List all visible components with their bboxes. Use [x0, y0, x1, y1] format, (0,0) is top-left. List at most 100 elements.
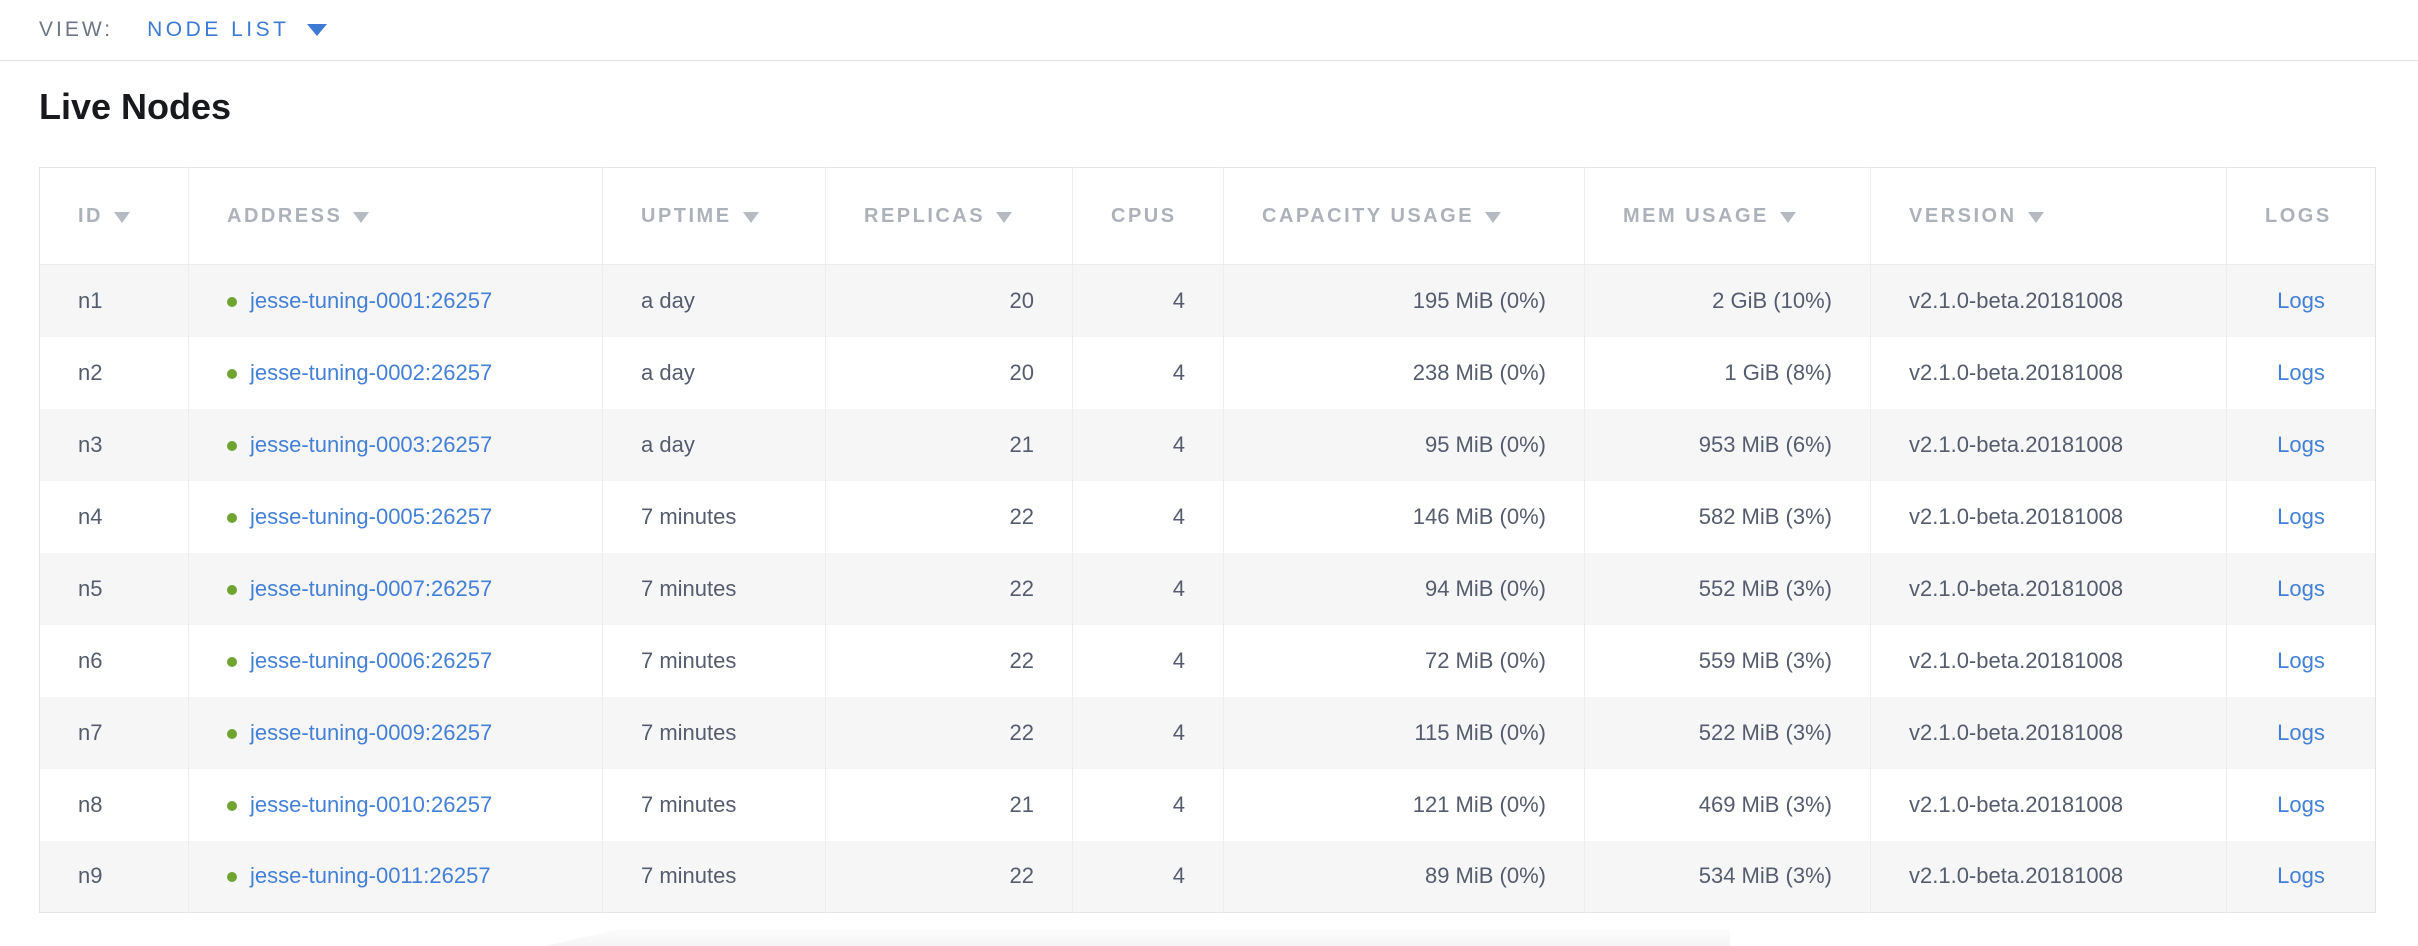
- node-logs-link[interactable]: Logs: [2277, 863, 2325, 889]
- node-uptime-cell: 7 minutes: [602, 768, 826, 841]
- node-id-cell: n7: [78, 719, 103, 745]
- live-nodes-table: ID ADDRESS UPTIME REPLICAS CPUS CAPACITY…: [39, 167, 2376, 913]
- node-address-cell: jesse-tuning-0003:26257: [188, 408, 603, 481]
- table-header-row: ID ADDRESS UPTIME REPLICAS CPUS CAPACITY…: [39, 167, 2376, 265]
- node-row: n4 jesse-tuning-0005:26257 7 minutes 22 …: [40, 480, 2376, 553]
- node-logs-link[interactable]: Logs: [2277, 287, 2325, 313]
- node-id-cell: n6: [78, 647, 103, 673]
- node-address-link[interactable]: jesse-tuning-0005:26257: [250, 503, 493, 529]
- node-row: n8 jesse-tuning-0010:26257 7 minutes 21 …: [40, 768, 2376, 841]
- node-mem-cell: 953 MiB (6%): [1584, 408, 1871, 481]
- view-selector-dropdown[interactable]: NODE LIST: [147, 18, 328, 42]
- node-cpus-cell: 4: [1072, 768, 1224, 841]
- node-id-cell: n2: [78, 359, 103, 385]
- node-id-cell: n1: [78, 287, 103, 313]
- node-uptime-cell: 7 minutes: [602, 480, 826, 553]
- node-address-link[interactable]: jesse-tuning-0002:26257: [250, 359, 493, 385]
- node-row: n9 jesse-tuning-0011:26257 7 minutes 22 …: [39, 840, 2376, 913]
- node-mem-cell: 2 GiB (10%): [1584, 264, 1871, 337]
- node-address-cell: jesse-tuning-0007:26257: [188, 552, 603, 625]
- node-logs-link[interactable]: Logs: [2277, 431, 2325, 457]
- column-header-version[interactable]: VERSION: [1870, 167, 2227, 265]
- column-header-label: ID: [78, 204, 103, 227]
- node-logs-link[interactable]: Logs: [2277, 791, 2325, 817]
- column-header-id[interactable]: ID: [39, 167, 189, 265]
- node-address-link[interactable]: jesse-tuning-0001:26257: [250, 287, 493, 313]
- node-address-link[interactable]: jesse-tuning-0009:26257: [250, 719, 493, 745]
- node-uptime-cell: 7 minutes: [602, 552, 826, 625]
- node-logs-cell: Logs: [2226, 264, 2376, 337]
- node-uptime-cell: a day: [602, 336, 826, 409]
- node-logs-cell: Logs: [2226, 408, 2376, 481]
- column-header-uptime[interactable]: UPTIME: [602, 167, 826, 265]
- node-uptime-cell: 7 minutes: [602, 696, 826, 769]
- node-cpus-cell: 4: [1072, 840, 1224, 913]
- node-cpus-cell: 4: [1072, 624, 1224, 697]
- node-address-cell: jesse-tuning-0005:26257: [188, 480, 603, 553]
- sort-desc-icon: [353, 211, 370, 223]
- node-replicas-cell: 20: [825, 336, 1073, 409]
- node-logs-cell: Logs: [2226, 768, 2376, 841]
- node-cpus-cell: 4: [1072, 696, 1224, 769]
- column-header-address[interactable]: ADDRESS: [188, 167, 603, 265]
- node-mem-cell: 582 MiB (3%): [1584, 480, 1871, 553]
- column-header-mem_usage[interactable]: MEM USAGE: [1584, 167, 1871, 265]
- node-replicas-cell: 22: [825, 624, 1073, 697]
- sort-desc-icon: [2027, 211, 2044, 223]
- node-row: n7 jesse-tuning-0009:26257 7 minutes 22 …: [39, 696, 2376, 769]
- live-status-icon: [227, 872, 237, 883]
- node-address-link[interactable]: jesse-tuning-0003:26257: [250, 431, 493, 457]
- node-version-cell: v2.1.0-beta.20181008: [1870, 768, 2227, 841]
- node-capacity-cell: 95 MiB (0%): [1223, 408, 1585, 481]
- node-address-link[interactable]: jesse-tuning-0011:26257: [250, 863, 491, 889]
- node-logs-link[interactable]: Logs: [2277, 359, 2325, 385]
- page-title: Live Nodes: [39, 86, 232, 127]
- column-header-label: CPUS: [1111, 204, 1177, 227]
- next-section-shadow: [545, 929, 1730, 946]
- column-header-label: CAPACITY USAGE: [1262, 204, 1475, 227]
- node-uptime-cell: a day: [602, 264, 826, 337]
- node-mem-cell: 1 GiB (8%): [1584, 336, 1871, 409]
- node-mem-cell: 469 MiB (3%): [1584, 768, 1871, 841]
- node-cpus-cell: 4: [1072, 264, 1224, 337]
- column-header-label: REPLICAS: [864, 204, 986, 227]
- node-logs-cell: Logs: [2226, 480, 2376, 553]
- node-address-cell: jesse-tuning-0006:26257: [188, 624, 603, 697]
- live-status-icon: [227, 440, 237, 451]
- column-header-replicas[interactable]: REPLICAS: [825, 167, 1073, 265]
- live-status-icon: [227, 728, 237, 739]
- node-logs-link[interactable]: Logs: [2277, 575, 2325, 601]
- node-id-cell: n9: [78, 863, 103, 889]
- node-address-link[interactable]: jesse-tuning-0007:26257: [250, 575, 493, 601]
- node-address-cell: jesse-tuning-0011:26257: [188, 840, 603, 913]
- node-uptime-cell: 7 minutes: [602, 624, 826, 697]
- node-capacity-cell: 238 MiB (0%): [1223, 336, 1585, 409]
- node-capacity-cell: 146 MiB (0%): [1223, 480, 1585, 553]
- column-header-capacity_usage[interactable]: CAPACITY USAGE: [1223, 167, 1585, 265]
- node-uptime-cell: a day: [602, 408, 826, 481]
- column-header-label: LOGS: [2265, 204, 2332, 227]
- node-capacity-cell: 94 MiB (0%): [1223, 552, 1585, 625]
- node-version-cell: v2.1.0-beta.20181008: [1870, 552, 2227, 625]
- view-selector-bar: VIEW: NODE LIST: [0, 0, 2418, 61]
- column-header-label: UPTIME: [641, 204, 732, 227]
- node-replicas-cell: 22: [825, 696, 1073, 769]
- node-row: n5 jesse-tuning-0007:26257 7 minutes 22 …: [39, 552, 2376, 625]
- node-row: n1 jesse-tuning-0001:26257 a day 20 4 19…: [39, 264, 2376, 337]
- node-version-cell: v2.1.0-beta.20181008: [1870, 336, 2227, 409]
- node-logs-link[interactable]: Logs: [2277, 719, 2325, 745]
- node-logs-link[interactable]: Logs: [2277, 647, 2325, 673]
- node-address-link[interactable]: jesse-tuning-0010:26257: [250, 791, 493, 817]
- node-replicas-cell: 22: [825, 840, 1073, 913]
- node-cpus-cell: 4: [1072, 336, 1224, 409]
- node-row: n2 jesse-tuning-0002:26257 a day 20 4 23…: [40, 336, 2376, 409]
- node-logs-cell: Logs: [2226, 624, 2376, 697]
- node-uptime-cell: 7 minutes: [602, 840, 826, 913]
- node-address-link[interactable]: jesse-tuning-0006:26257: [250, 647, 493, 673]
- node-capacity-cell: 121 MiB (0%): [1223, 768, 1585, 841]
- live-status-icon: [227, 656, 237, 667]
- node-version-cell: v2.1.0-beta.20181008: [1870, 840, 2227, 913]
- live-status-icon: [227, 296, 237, 307]
- live-status-icon: [227, 584, 237, 595]
- node-logs-link[interactable]: Logs: [2277, 503, 2325, 529]
